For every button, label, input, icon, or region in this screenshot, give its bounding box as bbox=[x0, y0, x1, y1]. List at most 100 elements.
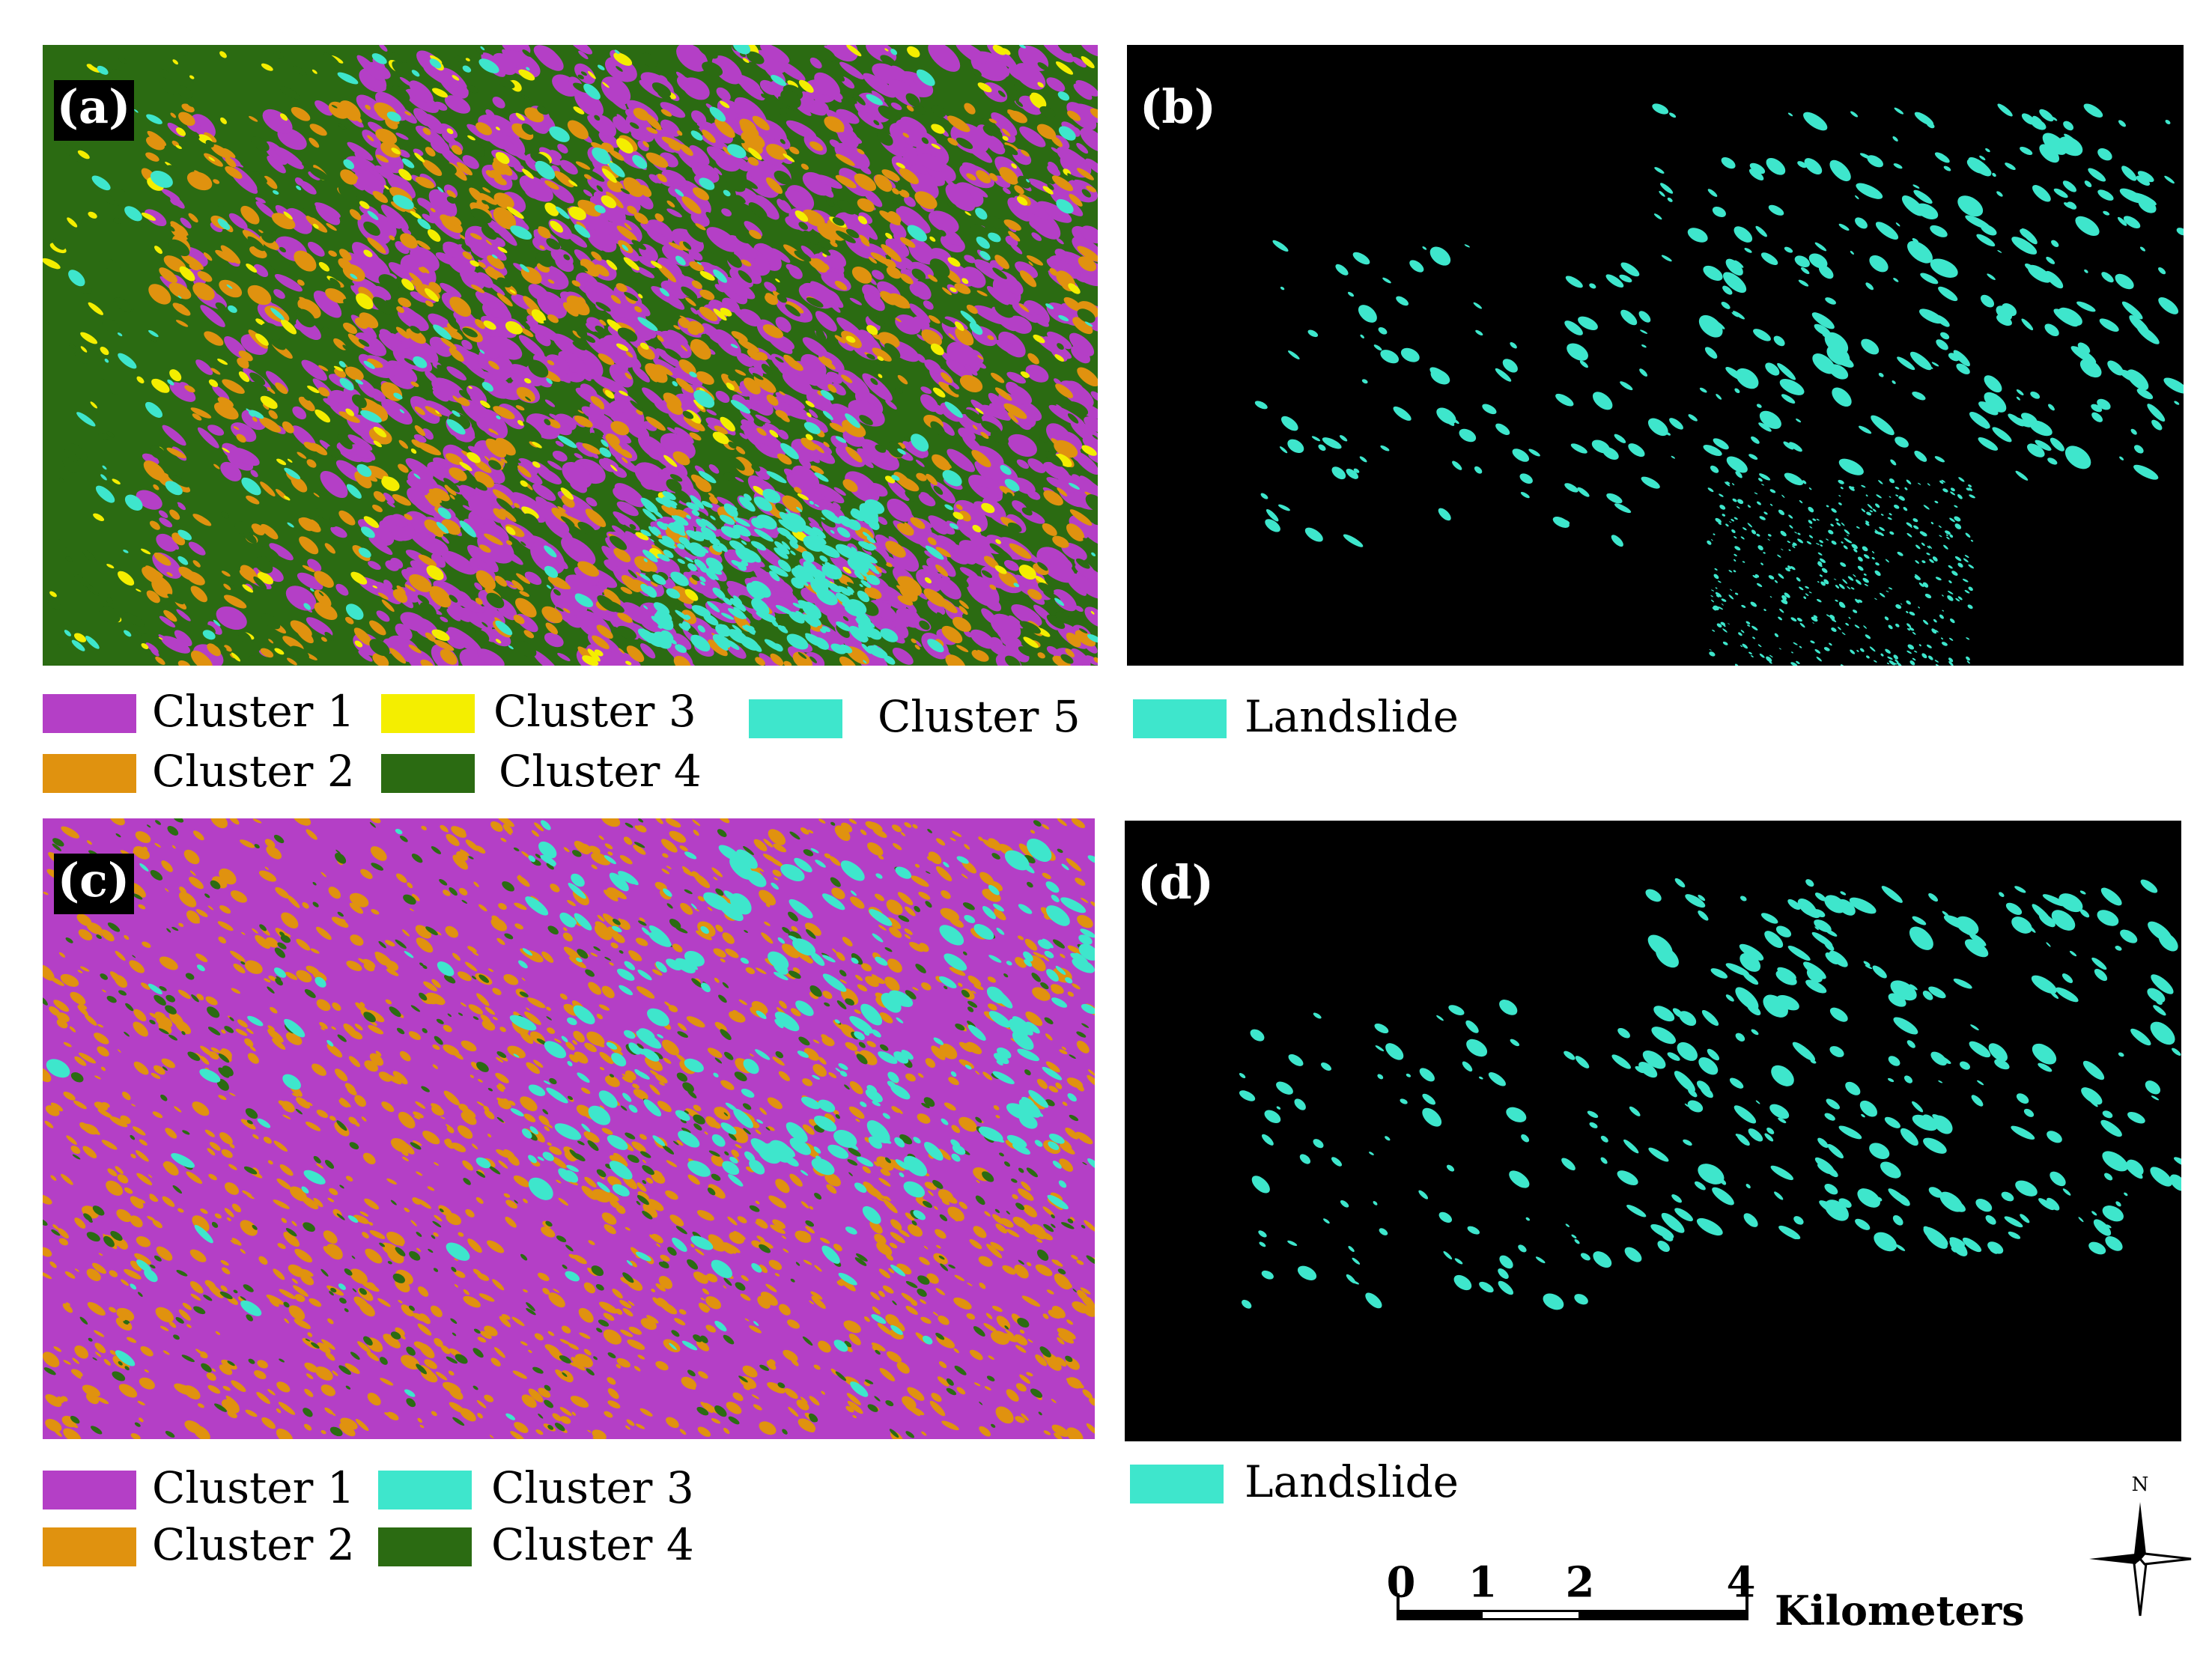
map-patch bbox=[1826, 505, 1829, 508]
map-patch bbox=[544, 565, 559, 578]
map-patch bbox=[932, 104, 947, 118]
map-patch bbox=[1853, 609, 1858, 613]
map-patch bbox=[1007, 522, 1022, 532]
map-patch bbox=[826, 199, 835, 207]
map-patch bbox=[440, 162, 457, 175]
map-patch bbox=[1007, 434, 1037, 457]
map-patch bbox=[1957, 494, 1963, 499]
map-patch bbox=[446, 608, 461, 621]
map-patch bbox=[659, 288, 669, 297]
map-patch bbox=[940, 422, 955, 436]
map-patch bbox=[981, 570, 992, 578]
map-patch bbox=[338, 258, 353, 271]
map-patch bbox=[747, 156, 759, 166]
map-patch bbox=[249, 372, 266, 386]
map-patch bbox=[701, 518, 717, 531]
map-patch bbox=[1852, 486, 1855, 488]
map-patch bbox=[1051, 175, 1074, 192]
map-patch bbox=[562, 461, 592, 489]
map-patch bbox=[169, 45, 188, 57]
map-patch bbox=[310, 519, 320, 527]
map-patch bbox=[2035, 440, 2052, 451]
map-patch bbox=[858, 455, 874, 469]
map-patch bbox=[761, 93, 766, 99]
map-patch bbox=[1859, 153, 1871, 159]
map-patch bbox=[169, 195, 185, 209]
map-patch bbox=[358, 547, 371, 558]
map-patch bbox=[359, 201, 370, 210]
map-patch bbox=[950, 123, 990, 154]
map-patch bbox=[538, 547, 559, 566]
map-patch bbox=[145, 565, 163, 580]
map-patch bbox=[438, 70, 454, 86]
map-patch bbox=[1641, 476, 1660, 489]
map-patch bbox=[422, 127, 431, 136]
map-patch bbox=[719, 514, 735, 525]
map-patch bbox=[1924, 593, 1932, 599]
map-patch bbox=[1984, 392, 2007, 413]
map-patch bbox=[1077, 308, 1096, 323]
map-patch bbox=[1092, 434, 1098, 440]
map-patch bbox=[217, 921, 234, 931]
map-patch bbox=[372, 297, 392, 314]
map-patch bbox=[1318, 444, 1326, 451]
map-patch bbox=[869, 543, 877, 550]
map-patch bbox=[1778, 509, 1785, 515]
map-patch bbox=[1748, 168, 1764, 180]
map-patch bbox=[1805, 586, 1809, 589]
map-patch bbox=[1850, 111, 1859, 118]
map-patch bbox=[520, 541, 526, 547]
map-patch bbox=[1799, 586, 1804, 591]
map-patch bbox=[1838, 223, 1850, 231]
map-patch bbox=[515, 112, 525, 121]
map-patch bbox=[666, 478, 682, 493]
map-patch bbox=[1751, 655, 1754, 657]
map-patch bbox=[587, 176, 612, 194]
map-patch bbox=[574, 567, 599, 586]
map-patch bbox=[305, 1121, 321, 1131]
map-patch bbox=[222, 447, 230, 453]
map-patch bbox=[363, 516, 380, 529]
map-patch bbox=[1856, 579, 1862, 585]
map-patch bbox=[459, 234, 466, 240]
map-patch bbox=[691, 510, 700, 517]
map-patch bbox=[681, 196, 702, 214]
map-patch bbox=[780, 90, 801, 109]
map-patch bbox=[750, 580, 771, 598]
map-patch bbox=[1865, 655, 1870, 659]
map-patch bbox=[1789, 442, 1802, 452]
map-patch bbox=[809, 57, 822, 69]
map-patch bbox=[511, 580, 524, 592]
map-patch bbox=[909, 303, 931, 323]
map-patch bbox=[1875, 562, 1880, 566]
map-patch bbox=[1964, 589, 1970, 594]
map-patch bbox=[890, 49, 898, 55]
map-patch bbox=[360, 603, 365, 609]
map-patch bbox=[459, 520, 477, 538]
map-patch bbox=[458, 389, 471, 400]
map-patch bbox=[753, 485, 765, 496]
map-patch bbox=[582, 655, 599, 666]
map-patch bbox=[828, 1072, 837, 1078]
map-patch bbox=[1996, 305, 2013, 320]
map-patch bbox=[835, 544, 857, 559]
map-patch bbox=[932, 387, 946, 398]
map-patch bbox=[693, 389, 715, 408]
map-patch bbox=[1895, 494, 1899, 497]
map-patch bbox=[444, 95, 471, 114]
map-patch bbox=[2119, 456, 2124, 460]
map-patch bbox=[1725, 523, 1729, 527]
map-patch bbox=[428, 282, 442, 294]
map-patch bbox=[571, 280, 581, 287]
map-patch bbox=[526, 67, 530, 71]
map-patch bbox=[1036, 124, 1057, 139]
map-patch bbox=[440, 648, 458, 665]
map-patch bbox=[2070, 346, 2097, 364]
map-patch bbox=[635, 266, 655, 279]
map-patch bbox=[1835, 599, 1838, 602]
map-patch bbox=[1926, 121, 1935, 129]
map-patch bbox=[616, 66, 623, 72]
map-patch bbox=[1722, 285, 1733, 295]
map-patch bbox=[443, 326, 463, 340]
map-patch bbox=[1741, 604, 1746, 608]
